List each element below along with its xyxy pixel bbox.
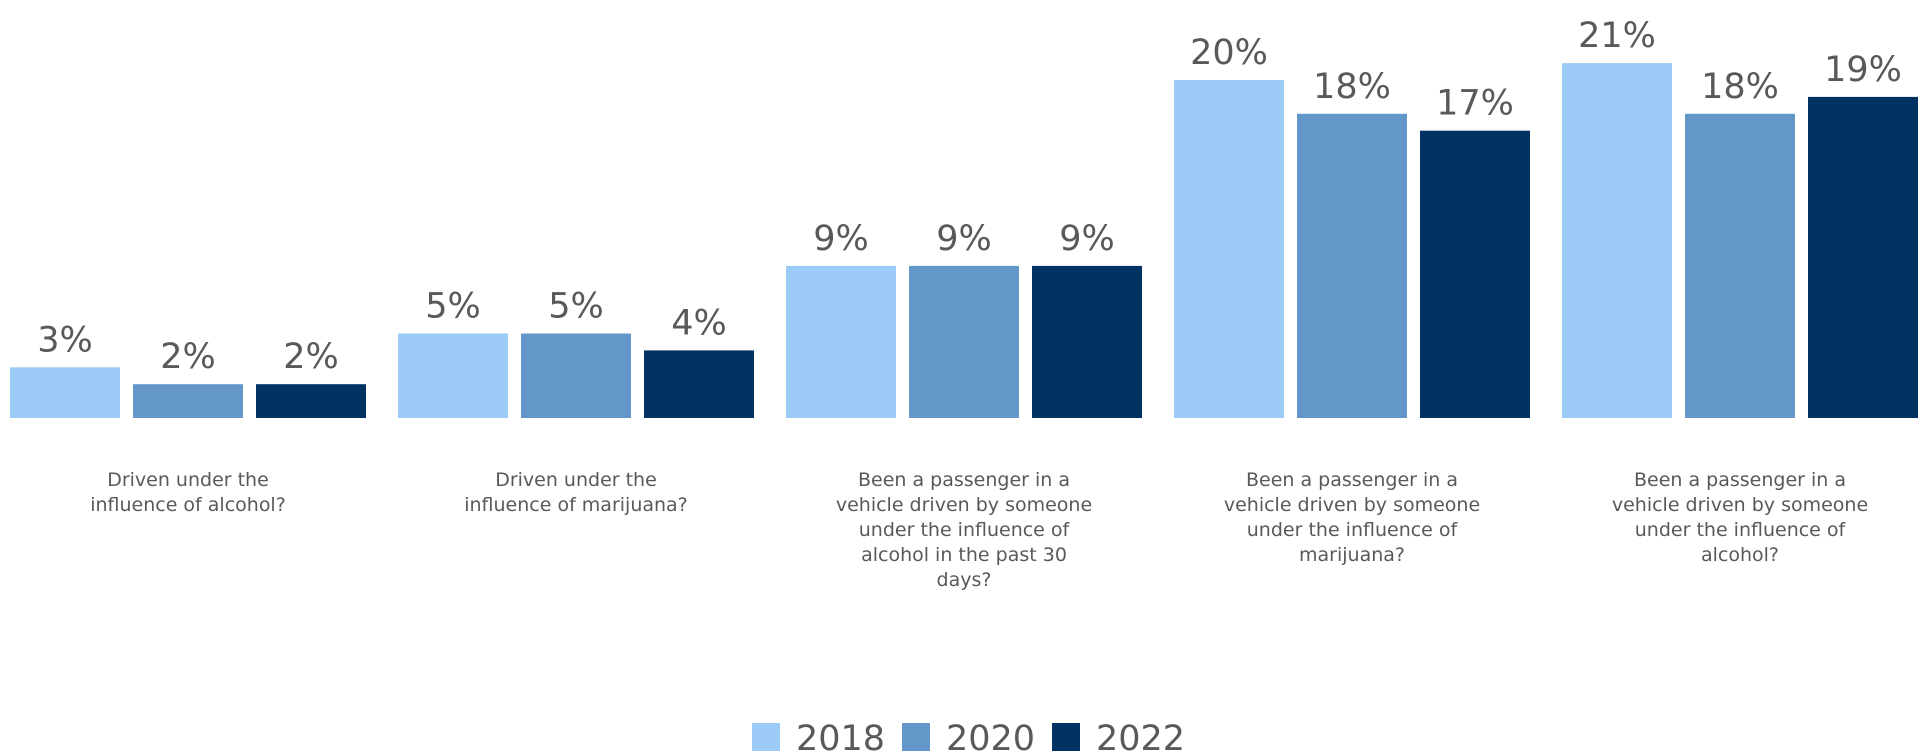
bar-2018-cat-4 bbox=[1174, 80, 1284, 418]
category-label-line: alcohol in the past 30 bbox=[861, 544, 1067, 566]
data-label-2022-cat-4: 17% bbox=[1436, 84, 1514, 124]
bar-2022-cat-4 bbox=[1420, 130, 1530, 418]
bar-2020-cat-1 bbox=[133, 384, 243, 418]
category-label-line: under the influence of bbox=[1247, 519, 1459, 541]
bar-2022-cat-5 bbox=[1808, 96, 1918, 419]
data-label-2022-cat-1: 2% bbox=[283, 337, 339, 377]
bars-group bbox=[10, 63, 1918, 419]
bar-2018-cat-2 bbox=[398, 333, 508, 418]
legend-swatch-2022 bbox=[1052, 723, 1080, 751]
bar-2020-cat-4 bbox=[1297, 113, 1407, 419]
category-label-3: Been a passenger in a vehicle driven by s… bbox=[836, 469, 1092, 591]
bar-2018-cat-1 bbox=[10, 367, 120, 418]
bar-2020-cat-2 bbox=[521, 333, 631, 418]
data-label-2020-cat-2: 5% bbox=[548, 287, 604, 327]
category-label-line: Been a passenger in a bbox=[1246, 469, 1458, 491]
bar-2022-cat-1 bbox=[256, 384, 366, 418]
data-label-2022-cat-5: 19% bbox=[1824, 50, 1902, 90]
category-label-line: vehicle driven by someone bbox=[836, 494, 1092, 516]
category-label-line: Been a passenger in a bbox=[858, 469, 1070, 491]
data-label-2018-cat-5: 21% bbox=[1578, 16, 1656, 56]
data-label-2022-cat-2: 4% bbox=[671, 303, 727, 343]
data-label-2018-cat-4: 20% bbox=[1190, 33, 1268, 73]
category-label-line: vehicle driven by someone bbox=[1224, 494, 1480, 516]
data-label-2020-cat-3: 9% bbox=[936, 219, 992, 259]
bar-2022-cat-3 bbox=[1032, 265, 1142, 418]
data-label-2018-cat-2: 5% bbox=[425, 287, 481, 327]
category-label-line: Driven under the bbox=[495, 469, 657, 491]
legend-swatch-2018 bbox=[752, 723, 780, 751]
data-label-2020-cat-1: 2% bbox=[160, 337, 216, 377]
legend-label-2018: 2018 bbox=[796, 719, 885, 754]
legend: 2018 2020 2022 bbox=[752, 719, 1185, 754]
category-label-line: influence of alcohol? bbox=[90, 494, 286, 516]
bar-2020-cat-5 bbox=[1685, 113, 1795, 419]
category-label-line: Driven under the bbox=[107, 469, 269, 491]
bar-2022-cat-2 bbox=[644, 350, 754, 418]
value-labels-group: 3% 2% 2% 5% 5% 4% 9% 9% 9% 20% 18% 17% 21% 18% 19% bbox=[37, 16, 1902, 377]
category-label-1: Driven under the influence of alcohol? bbox=[90, 469, 286, 516]
category-label-2: Driven under the influence of marijuana? bbox=[464, 469, 688, 516]
data-label-2018-cat-3: 9% bbox=[813, 219, 869, 259]
category-label-line: vehicle driven by someone bbox=[1612, 494, 1868, 516]
legend-label-2022: 2022 bbox=[1096, 719, 1185, 754]
category-label-4: Been a passenger in a vehicle driven by s… bbox=[1224, 469, 1480, 566]
legend-label-2020: 2020 bbox=[946, 719, 1035, 754]
bar-2018-cat-5 bbox=[1562, 63, 1672, 418]
category-label-line: days? bbox=[937, 569, 992, 591]
data-label-2020-cat-5: 18% bbox=[1701, 67, 1779, 107]
category-label-line: marijuana? bbox=[1299, 544, 1405, 566]
bar-2020-cat-3 bbox=[909, 265, 1019, 418]
category-label-line: Been a passenger in a bbox=[1634, 469, 1846, 491]
category-label-5: Been a passenger in a vehicle driven by s… bbox=[1612, 469, 1868, 566]
data-label-2022-cat-3: 9% bbox=[1059, 219, 1115, 259]
bar-2018-cat-3 bbox=[786, 265, 896, 418]
data-label-2020-cat-4: 18% bbox=[1313, 67, 1391, 107]
category-label-line: alcohol? bbox=[1701, 544, 1779, 566]
legend-swatch-2020 bbox=[902, 723, 930, 751]
category-label-line: under the influence of bbox=[859, 519, 1071, 541]
category-label-line: influence of marijuana? bbox=[464, 494, 688, 516]
category-labels-group: Driven under the influence of alcohol?Dri… bbox=[90, 469, 1868, 591]
data-label-2018-cat-1: 3% bbox=[37, 320, 93, 360]
category-label-line: under the influence of bbox=[1635, 519, 1847, 541]
